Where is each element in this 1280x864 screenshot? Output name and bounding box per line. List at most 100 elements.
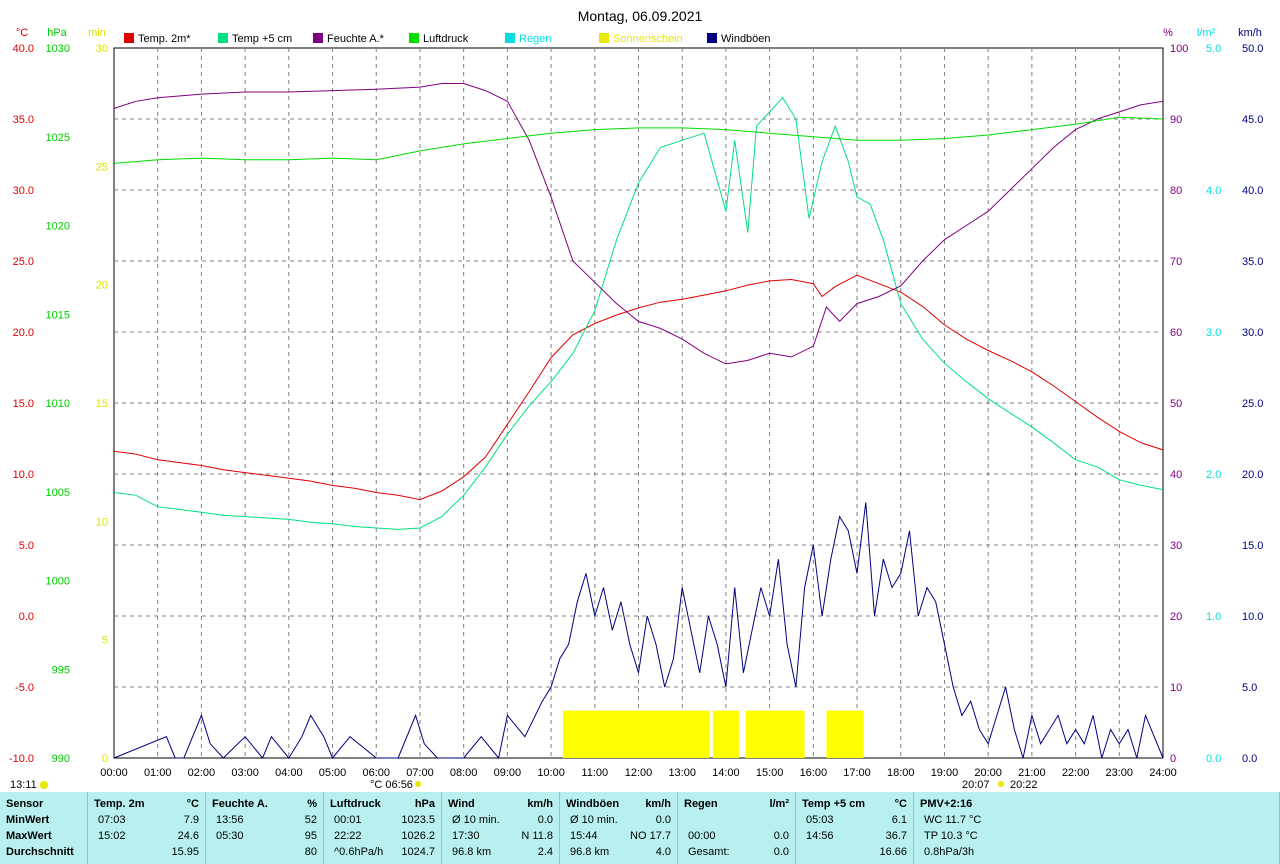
- pressure-axis-tick-label: 1005: [46, 487, 70, 499]
- table-row: MaxWert: [6, 830, 81, 846]
- sunset-label: 20:07: [962, 779, 990, 791]
- legend-label: Feuchte A.*: [327, 33, 385, 45]
- table-row: Sensor: [6, 798, 81, 814]
- cell-value: N 11.8: [521, 830, 553, 842]
- rain-axis-tick-label: 2.0: [1206, 469, 1221, 481]
- sun-axis-tick-label: 20: [96, 280, 108, 292]
- cell-time: TP 10.3 °C: [924, 830, 978, 842]
- table-column: Luftdruck hPa 00:01 1023.5 22:22 1026.2 ^0.6hP…: [324, 792, 442, 864]
- cell-value: 52: [304, 814, 317, 826]
- cell-time: Gesamt:: [688, 846, 730, 858]
- cell-value: 24.6: [177, 830, 199, 842]
- column-unit: hPa: [414, 798, 435, 810]
- cell-value: 0.0: [773, 846, 789, 858]
- table-cell-row: 0.8hPa/3h: [920, 846, 1273, 862]
- cell-time: 17:30: [452, 830, 480, 842]
- wind-axis-tick-label: 0.0: [1242, 753, 1257, 765]
- moon-icon: [40, 781, 48, 789]
- table-header: Regen l/m²: [684, 798, 789, 814]
- x-tick-label: 18:00: [887, 767, 915, 779]
- legend-label: Temp +5 cm: [232, 33, 292, 45]
- column-unit: %: [307, 798, 317, 810]
- rain-unit-label: l/m²: [1197, 27, 1216, 39]
- x-tick-label: 19:00: [931, 767, 959, 779]
- table-cell-row: WC 11.7 °C: [920, 814, 1273, 830]
- pressure-axis-tick-label: 1020: [46, 221, 70, 233]
- pressure-unit-label: hPa: [47, 27, 67, 39]
- column-title: Wind: [448, 798, 475, 810]
- cell-time: 07:03: [98, 814, 126, 826]
- legend-label: Sonnenschein: [613, 33, 683, 45]
- table-cell-row: 22:22 1026.2: [330, 830, 435, 846]
- cell-value: 16.66: [879, 846, 907, 858]
- pressure-axis-tick-label: 1000: [46, 576, 70, 588]
- cell-value: 1023.5: [401, 814, 435, 826]
- cell-time: 14:56: [806, 830, 834, 842]
- series-temp-2m: [113, 274, 1164, 501]
- table-cell-row: 05:30 95: [212, 830, 317, 846]
- wind-axis-tick-label: 10.0: [1242, 611, 1263, 623]
- sunshine-bar: [826, 710, 864, 758]
- x-tick-label: 12:00: [625, 767, 653, 779]
- table-cell-row: 00:01 1023.5: [330, 814, 435, 830]
- x-tick-label: 04:00: [275, 767, 303, 779]
- wind-axis-tick-label: 50.0: [1242, 43, 1263, 55]
- table-row: Durchschnitt: [6, 846, 81, 862]
- table-header: Feuchte A.%: [212, 798, 317, 814]
- humidity-axis-tick-label: 10: [1170, 682, 1182, 694]
- wind-unit-label: km/h: [1238, 27, 1262, 39]
- legend-swatch: [409, 33, 419, 43]
- humidity-axis-tick-label: 70: [1170, 256, 1182, 268]
- cell-value: 1024.7: [401, 846, 435, 858]
- x-tick-label: 08:00: [450, 767, 478, 779]
- table-column: PMV+2:16 WC 11.7 °C TP 10.3 °C 0.8hPa/3h: [914, 792, 1280, 864]
- table-column: Temp +5 cm °C 05:03 6.1 14:56 36.7 16.66: [796, 792, 914, 864]
- temp-axis-tick-label: 25.0: [13, 256, 34, 268]
- temp-axis-tick-label: 35.0: [13, 114, 34, 126]
- cell-value: 2.4: [537, 846, 553, 858]
- table-cell-row: 07:03 7.9: [94, 814, 199, 830]
- legend-label: Temp. 2m*: [138, 33, 191, 45]
- pressure-axis-tick-label: 990: [52, 753, 70, 765]
- temp-axis-tick-label: 15.0: [13, 398, 34, 410]
- wind-axis-tick-label: 45.0: [1242, 114, 1263, 126]
- table-cell-row: 16.66: [802, 846, 907, 862]
- table-cell-row: ^0.6hPa/h 1024.7: [330, 846, 435, 862]
- series-feuchte-a: [113, 83, 1164, 365]
- weather-chart: Montag, 06.09.2021 -10.0 -5.0 0.0 5.0 10.0 15.…: [9, 8, 1264, 791]
- humidity-axis-tick-label: 40: [1170, 469, 1182, 481]
- pressure-axis-tick-label: 1010: [46, 398, 70, 410]
- cell-value: 95: [304, 830, 317, 842]
- temp-axis-tick-label: 5.0: [19, 540, 34, 552]
- cell-time: 00:00: [688, 830, 716, 842]
- x-tick-label: 14:00: [712, 767, 740, 779]
- row-label: MaxWert: [6, 830, 52, 842]
- wind-axis-tick-label: 35.0: [1242, 256, 1263, 268]
- pressure-axis-tick-label: 1030: [46, 43, 70, 55]
- table-cell-row: 05:03 6.1: [802, 814, 907, 830]
- rain-axis-tick-label: 1.0: [1206, 611, 1221, 623]
- cell-value: 15.95: [171, 846, 199, 858]
- cell-time: 00:01: [334, 814, 362, 826]
- legend-label: Regen: [519, 33, 551, 45]
- table-cell-row: 15:44 NO 17.7: [566, 830, 671, 846]
- table-column: Temp. 2m °C 07:03 7.9 15:02 24.6 15.95: [88, 792, 206, 864]
- table-cell-row: 96.8 km 2.4: [448, 846, 553, 862]
- sun-unit-label: min: [88, 27, 106, 39]
- column-unit: km/h: [645, 798, 671, 810]
- humidity-axis-tick-label: 0: [1170, 753, 1176, 765]
- row-label: MinWert: [6, 814, 50, 826]
- rain-axis-tick-label: 5.0: [1206, 43, 1221, 55]
- cell-time: Ø 10 min.: [452, 814, 500, 826]
- cell-value: 0.0: [773, 830, 789, 842]
- rain-axis-tick-label: 4.0: [1206, 185, 1221, 197]
- sunshine-bar: [712, 710, 740, 758]
- sunrise-icon: [415, 781, 421, 787]
- legend-swatch: [124, 33, 134, 43]
- cell-time: 96.8 km: [452, 846, 492, 858]
- cell-value: 80: [304, 846, 317, 858]
- series-temp-5-cm: [113, 96, 1164, 530]
- column-title: Temp +5 cm: [802, 798, 866, 810]
- x-tick-label: 09:00: [494, 767, 522, 779]
- table-cell-row: 17:30 N 11.8: [448, 830, 553, 846]
